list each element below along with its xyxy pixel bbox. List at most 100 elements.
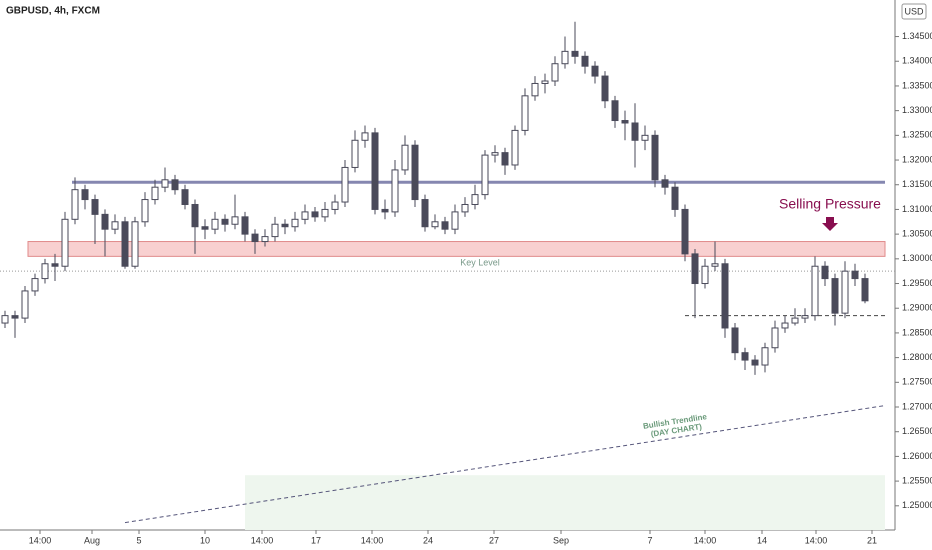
x-tick-label: Aug (84, 535, 100, 545)
candle-body (391, 169, 399, 213)
candle-body (201, 226, 209, 230)
candle-body (781, 322, 789, 329)
candle (611, 95, 619, 128)
candle-body (1, 315, 9, 324)
candle (651, 130, 659, 188)
candle-body (381, 208, 389, 213)
candle-body (501, 152, 509, 166)
candle (411, 140, 419, 207)
candle (431, 214, 439, 230)
y-tick-label: 1.30000 (902, 253, 932, 263)
candle (51, 253, 59, 282)
candle-body (831, 278, 839, 314)
candle (311, 206, 319, 222)
x-tick-label: 14 (757, 535, 767, 545)
candle (201, 219, 209, 240)
candle (521, 88, 529, 136)
candle (491, 145, 499, 163)
candle-body (601, 75, 609, 102)
chart-title: GBPUSD, 4h, FXCM (6, 6, 100, 17)
candle (721, 258, 729, 338)
x-tick-label: 14:00 (805, 535, 828, 545)
y-tick-label: 1.32000 (902, 154, 932, 164)
x-tick-label: 14:00 (694, 535, 717, 545)
candle-body (851, 270, 859, 280)
candle (81, 184, 89, 210)
candle (711, 241, 719, 272)
candle (731, 323, 739, 361)
candle (41, 258, 49, 284)
candle (71, 177, 79, 225)
candle (631, 103, 639, 168)
y-tick-label: 1.34500 (902, 31, 932, 41)
y-tick-label: 1.30500 (902, 229, 932, 239)
candle-body (841, 270, 849, 314)
candle (251, 229, 259, 254)
candle-body (101, 213, 109, 230)
candle-body (651, 134, 659, 181)
key-level-label: Key Level (460, 258, 500, 268)
candle (341, 160, 349, 207)
candle (701, 258, 709, 289)
candle (621, 110, 629, 141)
candle (661, 174, 669, 195)
candle (111, 214, 119, 235)
x-tick-label: Sep (553, 535, 569, 545)
candle (791, 308, 799, 326)
candle-body (551, 63, 559, 82)
candle-body (771, 327, 779, 349)
candle (801, 308, 809, 324)
candle (151, 179, 159, 205)
candle (391, 160, 399, 217)
y-tick-label: 1.31000 (902, 204, 932, 214)
candle-body (121, 221, 129, 267)
candle-body (91, 199, 99, 215)
candle (211, 211, 219, 235)
candle-body (701, 265, 709, 285)
candle-body (441, 221, 449, 230)
candle-body (521, 95, 529, 131)
candle (11, 310, 19, 338)
candle (771, 320, 779, 353)
candle (441, 216, 449, 235)
candle-body (611, 100, 619, 122)
candle-body (321, 208, 329, 218)
candle (541, 73, 549, 94)
y-tick-label: 1.33000 (902, 105, 932, 115)
y-tick-label: 1.25500 (902, 475, 932, 485)
candle (21, 285, 29, 324)
candle-body (471, 194, 479, 205)
candle-body (331, 201, 339, 210)
candle (581, 51, 589, 74)
candle-body (511, 129, 519, 166)
candle-body (191, 203, 199, 228)
y-tick-label: 1.27000 (902, 401, 932, 411)
x-tick-label: 7 (647, 535, 652, 545)
y-tick-label: 1.27500 (902, 377, 932, 387)
candle-body (571, 50, 579, 57)
candle-body (451, 211, 459, 230)
y-tick-label: 1.32500 (902, 130, 932, 140)
candle-body (561, 50, 569, 65)
candle-body (281, 223, 289, 228)
candle (571, 21, 579, 64)
x-tick-label: 17 (311, 535, 321, 545)
candle (461, 197, 469, 217)
x-tick-label: 14:00 (29, 535, 52, 545)
candle-body (631, 122, 639, 141)
candle (551, 56, 559, 86)
candle (121, 216, 129, 269)
candle (531, 76, 539, 101)
candle-body (71, 189, 79, 220)
x-tick-label: 21 (867, 535, 877, 545)
candle (171, 174, 179, 195)
candle (181, 184, 189, 210)
candle-body (731, 327, 739, 354)
y-tick-label: 1.25000 (902, 500, 932, 510)
candle (831, 273, 839, 326)
candle-body (361, 132, 369, 141)
candle-body (61, 218, 69, 267)
candle-body (801, 315, 809, 319)
x-tick-label: 5 (136, 535, 141, 545)
candle (511, 125, 519, 170)
